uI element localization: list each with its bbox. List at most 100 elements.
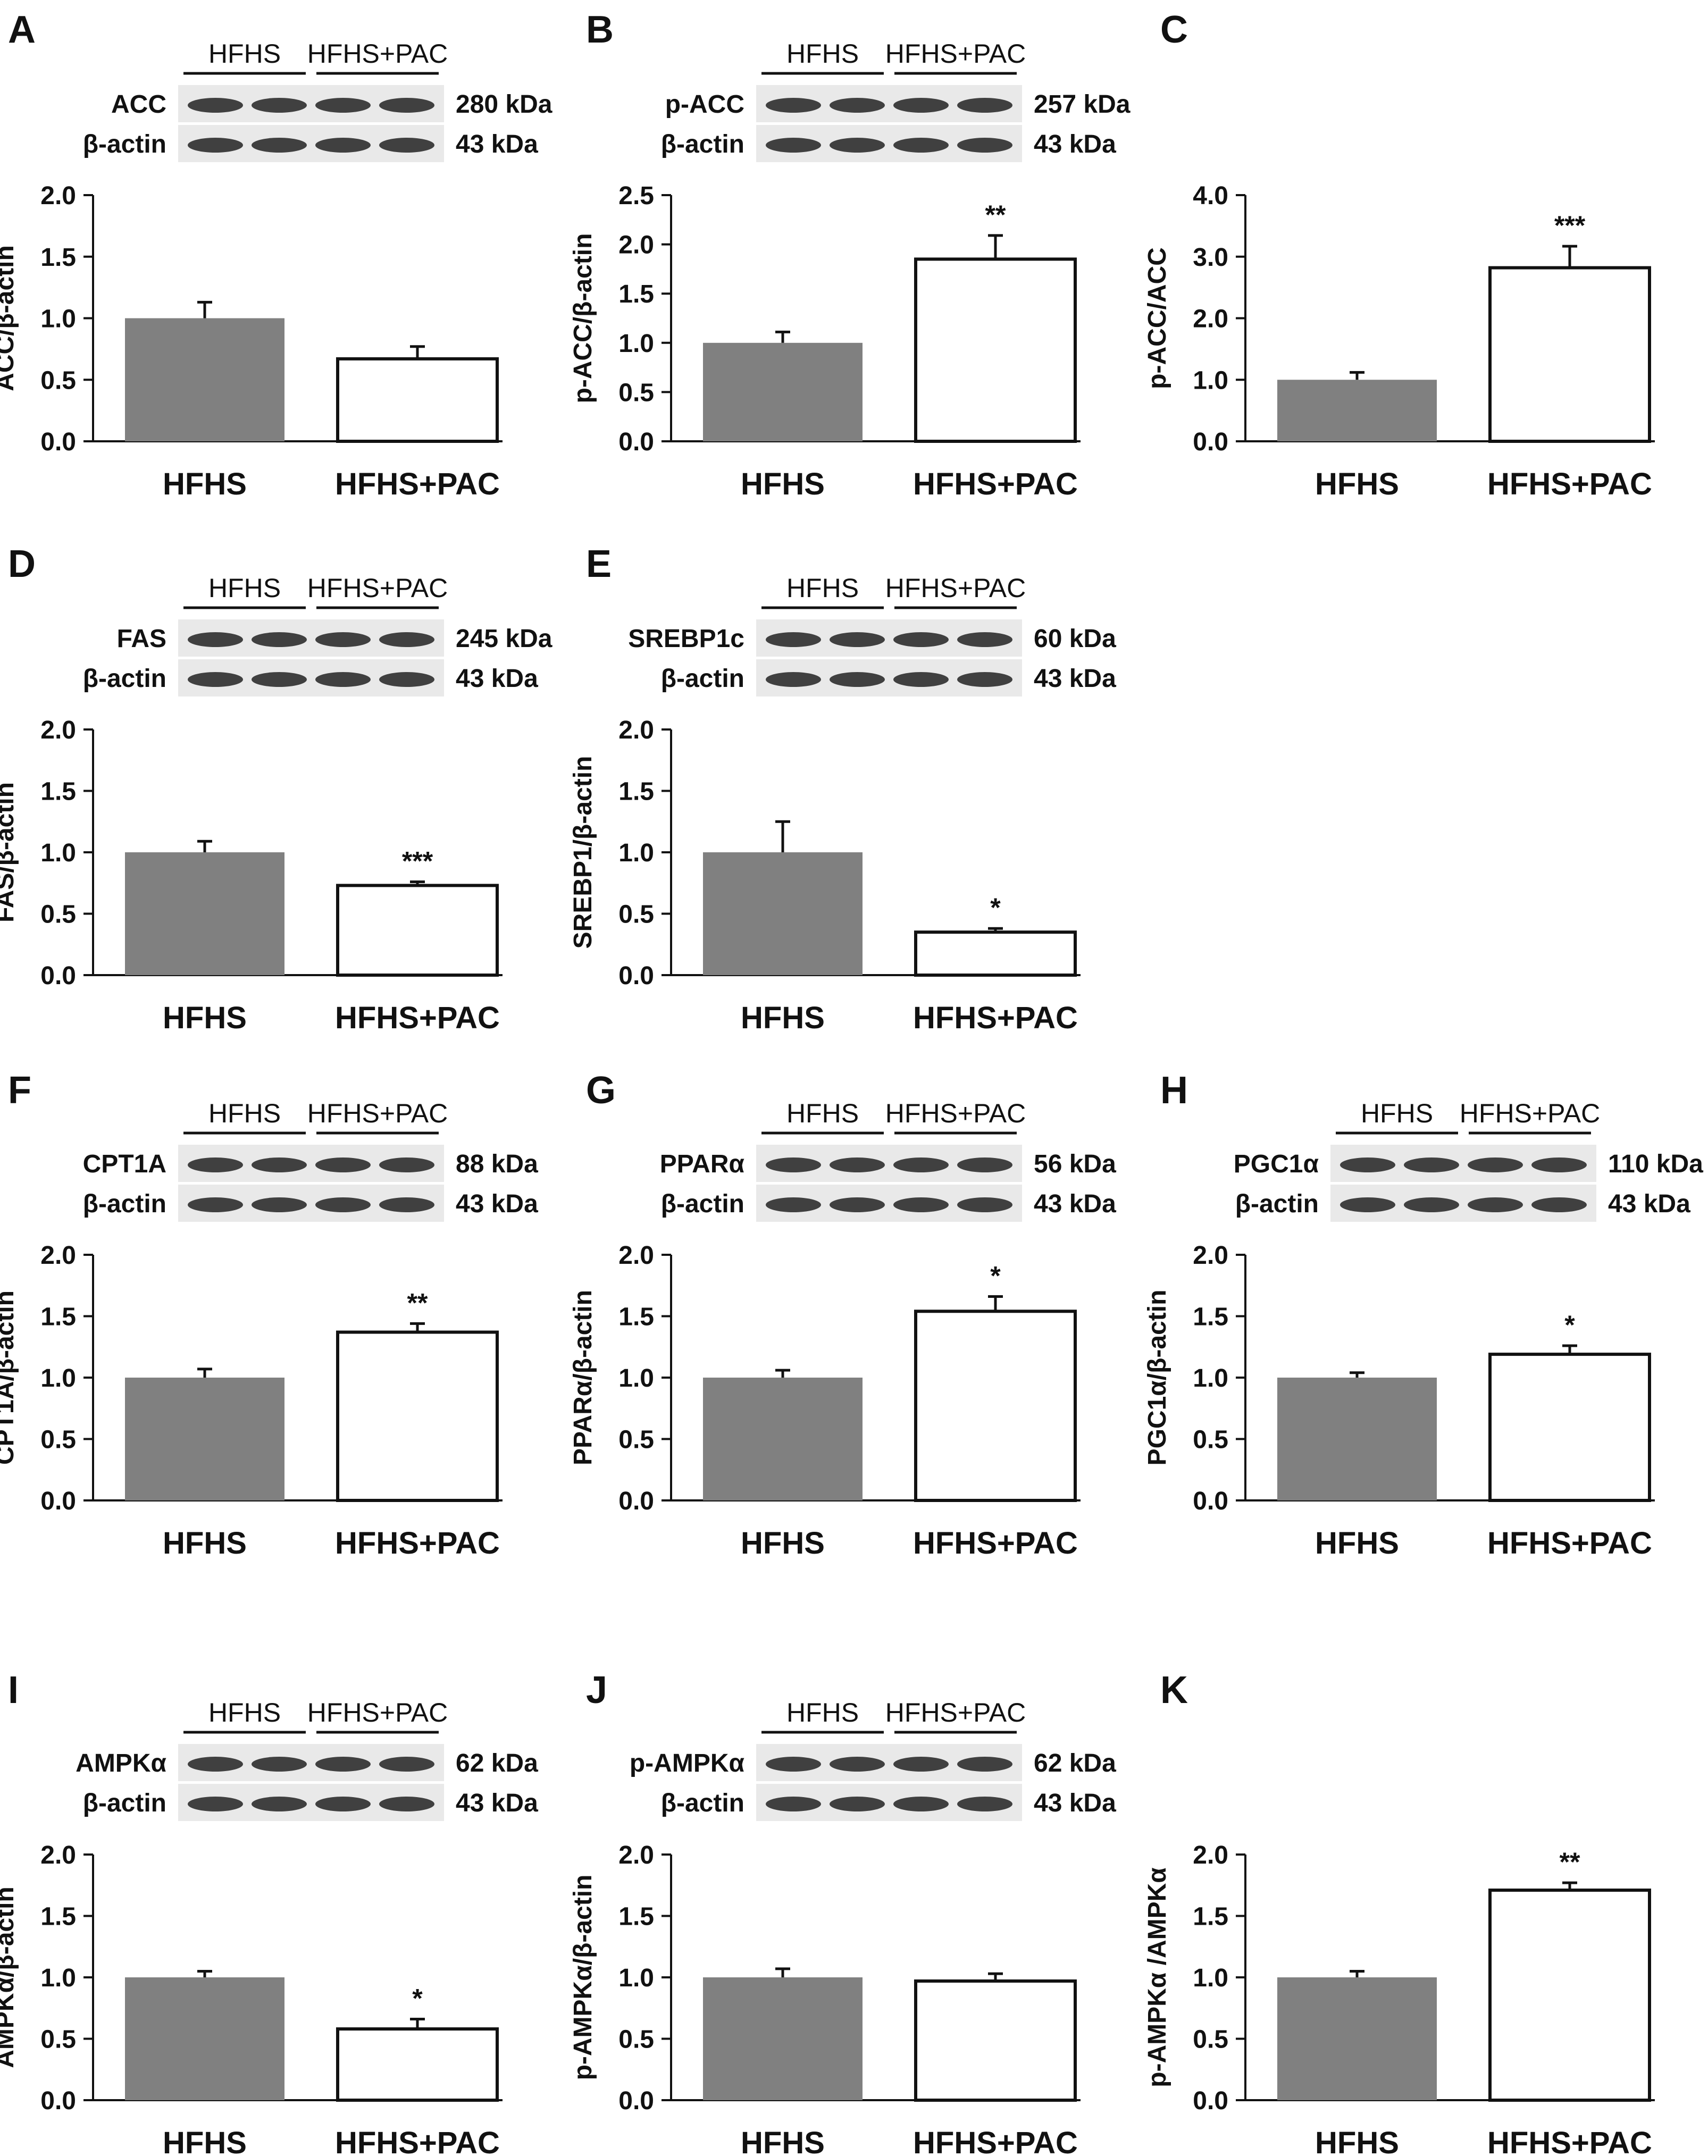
y-tick-label: 1.0 (40, 1964, 76, 1992)
x-category-label: HFHS+PAC (335, 467, 500, 501)
x-category-label: HFHS+PAC (1487, 1526, 1652, 1561)
y-tick-label: 2.0 (618, 1241, 654, 1270)
y-tick-label: 2.0 (1193, 1241, 1228, 1270)
y-axis-label: AMPKα/β-actin (0, 1886, 19, 2068)
blot-band (252, 138, 307, 153)
blot-band (1468, 1157, 1523, 1172)
y-axis-label: ACC/β-actin (0, 245, 19, 391)
y-tick-label: 1.0 (1193, 1964, 1228, 1992)
blot-band (379, 138, 434, 153)
blot-protein-label: β-actin (661, 1789, 744, 1817)
blot-group-label: HFHS+PAC (1460, 1098, 1600, 1128)
blot-protein-label: β-actin (83, 665, 166, 693)
y-tick-label: 2.0 (40, 716, 76, 744)
blot-group-label: HFHS (786, 1098, 859, 1128)
x-category-label: HFHS+PAC (913, 1001, 1078, 1035)
blot-protein-label: β-actin (83, 1789, 166, 1817)
blot-size-label: 110 kDa (1608, 1150, 1703, 1178)
blot-size-label: 280 kDa (456, 90, 552, 119)
y-tick-label: 1.0 (1193, 1364, 1228, 1392)
blot-band (893, 1797, 949, 1811)
blot-size-label: 43 kDa (456, 130, 538, 158)
panel-letter: I (8, 1669, 19, 1712)
y-tick-label: 4.0 (1193, 182, 1228, 210)
x-category-label: HFHS (741, 467, 825, 501)
y-tick-label: 1.5 (618, 1303, 654, 1331)
bar (1488, 1353, 1651, 1503)
blot-protein-label: β-actin (661, 1190, 744, 1218)
blot-band (830, 138, 885, 153)
y-tick-label: 1.0 (618, 1964, 654, 1992)
blot-band (893, 138, 949, 153)
bar (1488, 1888, 1651, 2102)
bar (1277, 1378, 1437, 1500)
significance-label: * (990, 1261, 1001, 1291)
blot-band (957, 1797, 1012, 1811)
panel-letter: B (586, 9, 614, 51)
blot-band (1531, 1157, 1587, 1172)
blot-group-label: HFHS+PAC (307, 573, 448, 603)
blot-group-label: HFHS+PAC (885, 1698, 1026, 1727)
western-blot: HFHS HFHS+PAC p-ACC 257 kDa β-actin 43 kDa (661, 39, 1131, 162)
y-tick-label: 3.0 (1193, 244, 1228, 272)
blot-size-label: 62 kDa (456, 1749, 538, 1777)
significance-label: *** (402, 846, 433, 876)
y-tick-label: 1.5 (40, 1903, 76, 1931)
y-tick-label: 1.5 (40, 778, 76, 806)
x-category-label: HFHS+PAC (913, 2126, 1078, 2156)
blot-group-label: HFHS (208, 39, 281, 69)
y-tick-label: 1.5 (1193, 1903, 1228, 1931)
blot-band (766, 672, 821, 687)
blot-band (188, 1797, 243, 1811)
y-tick-label: 1.5 (618, 1903, 654, 1931)
blot-band (957, 1757, 1012, 1772)
blot-protein-label: FAS (117, 625, 166, 653)
western-blot: HFHS HFHS+PAC PGC1α 110 kDa β-actin 43 kDa (1234, 1098, 1703, 1222)
significance-label: ** (985, 200, 1006, 230)
blot-size-label: 245 kDa (456, 625, 552, 653)
y-tick-label: 0.5 (1193, 2026, 1228, 2054)
blot-size-label: 43 kDa (456, 1789, 538, 1817)
blot-group-label: HFHS+PAC (307, 1698, 448, 1727)
y-tick-label: 0.0 (1193, 1487, 1228, 1515)
x-category-label: HFHS+PAC (913, 467, 1078, 501)
x-category-label: HFHS (1315, 467, 1399, 501)
x-category-label: HFHS (163, 2126, 247, 2156)
blot-band (830, 672, 885, 687)
blot-band (1340, 1157, 1395, 1172)
western-blot: HFHS HFHS+PAC ACC 280 kDa β-actin 43 kDa (83, 39, 552, 162)
y-tick-label: 1.5 (618, 778, 654, 806)
y-tick-label: 0.5 (618, 379, 654, 407)
x-category-label: HFHS+PAC (1487, 2126, 1652, 2156)
y-tick-label: 2.0 (40, 1241, 76, 1270)
y-tick-label: 2.0 (618, 1841, 654, 1869)
blot-band (957, 632, 1012, 647)
panel-letter: C (1160, 9, 1188, 51)
y-tick-label: 1.0 (618, 330, 654, 358)
blot-band (252, 1197, 307, 1212)
blot-band (379, 1797, 434, 1811)
blot-size-label: 60 kDa (1034, 625, 1116, 653)
panel-h: H HFHS HFHS+PAC PGC1α 110 kDa β-actin 43 kDa 0.… (1143, 1069, 1703, 1561)
y-tick-label: 1.0 (40, 1364, 76, 1392)
panel-letter: E (586, 543, 612, 585)
x-category-label: HFHS (1315, 2126, 1399, 2156)
blot-band (893, 632, 949, 647)
y-tick-label: 0.0 (1193, 428, 1228, 456)
blot-group-label: HFHS+PAC (885, 1098, 1026, 1128)
panel-g: G HFHS HFHS+PAC PPARα 56 kDa β-actin 43 kDa 0.0… (569, 1069, 1116, 1561)
panel-letter: K (1160, 1669, 1188, 1712)
bar (1277, 380, 1437, 441)
significance-label: *** (1554, 211, 1586, 240)
blot-band (1404, 1157, 1459, 1172)
bar (125, 318, 284, 441)
panel-letter: J (586, 1669, 607, 1712)
blot-group-label: HFHS (1361, 1098, 1433, 1128)
blot-band (379, 632, 434, 647)
blot-band (379, 98, 434, 113)
panel-letter: H (1160, 1069, 1188, 1112)
blot-protein-label: ACC (111, 90, 166, 119)
blot-size-label: 43 kDa (456, 665, 538, 693)
blot-band (957, 98, 1012, 113)
